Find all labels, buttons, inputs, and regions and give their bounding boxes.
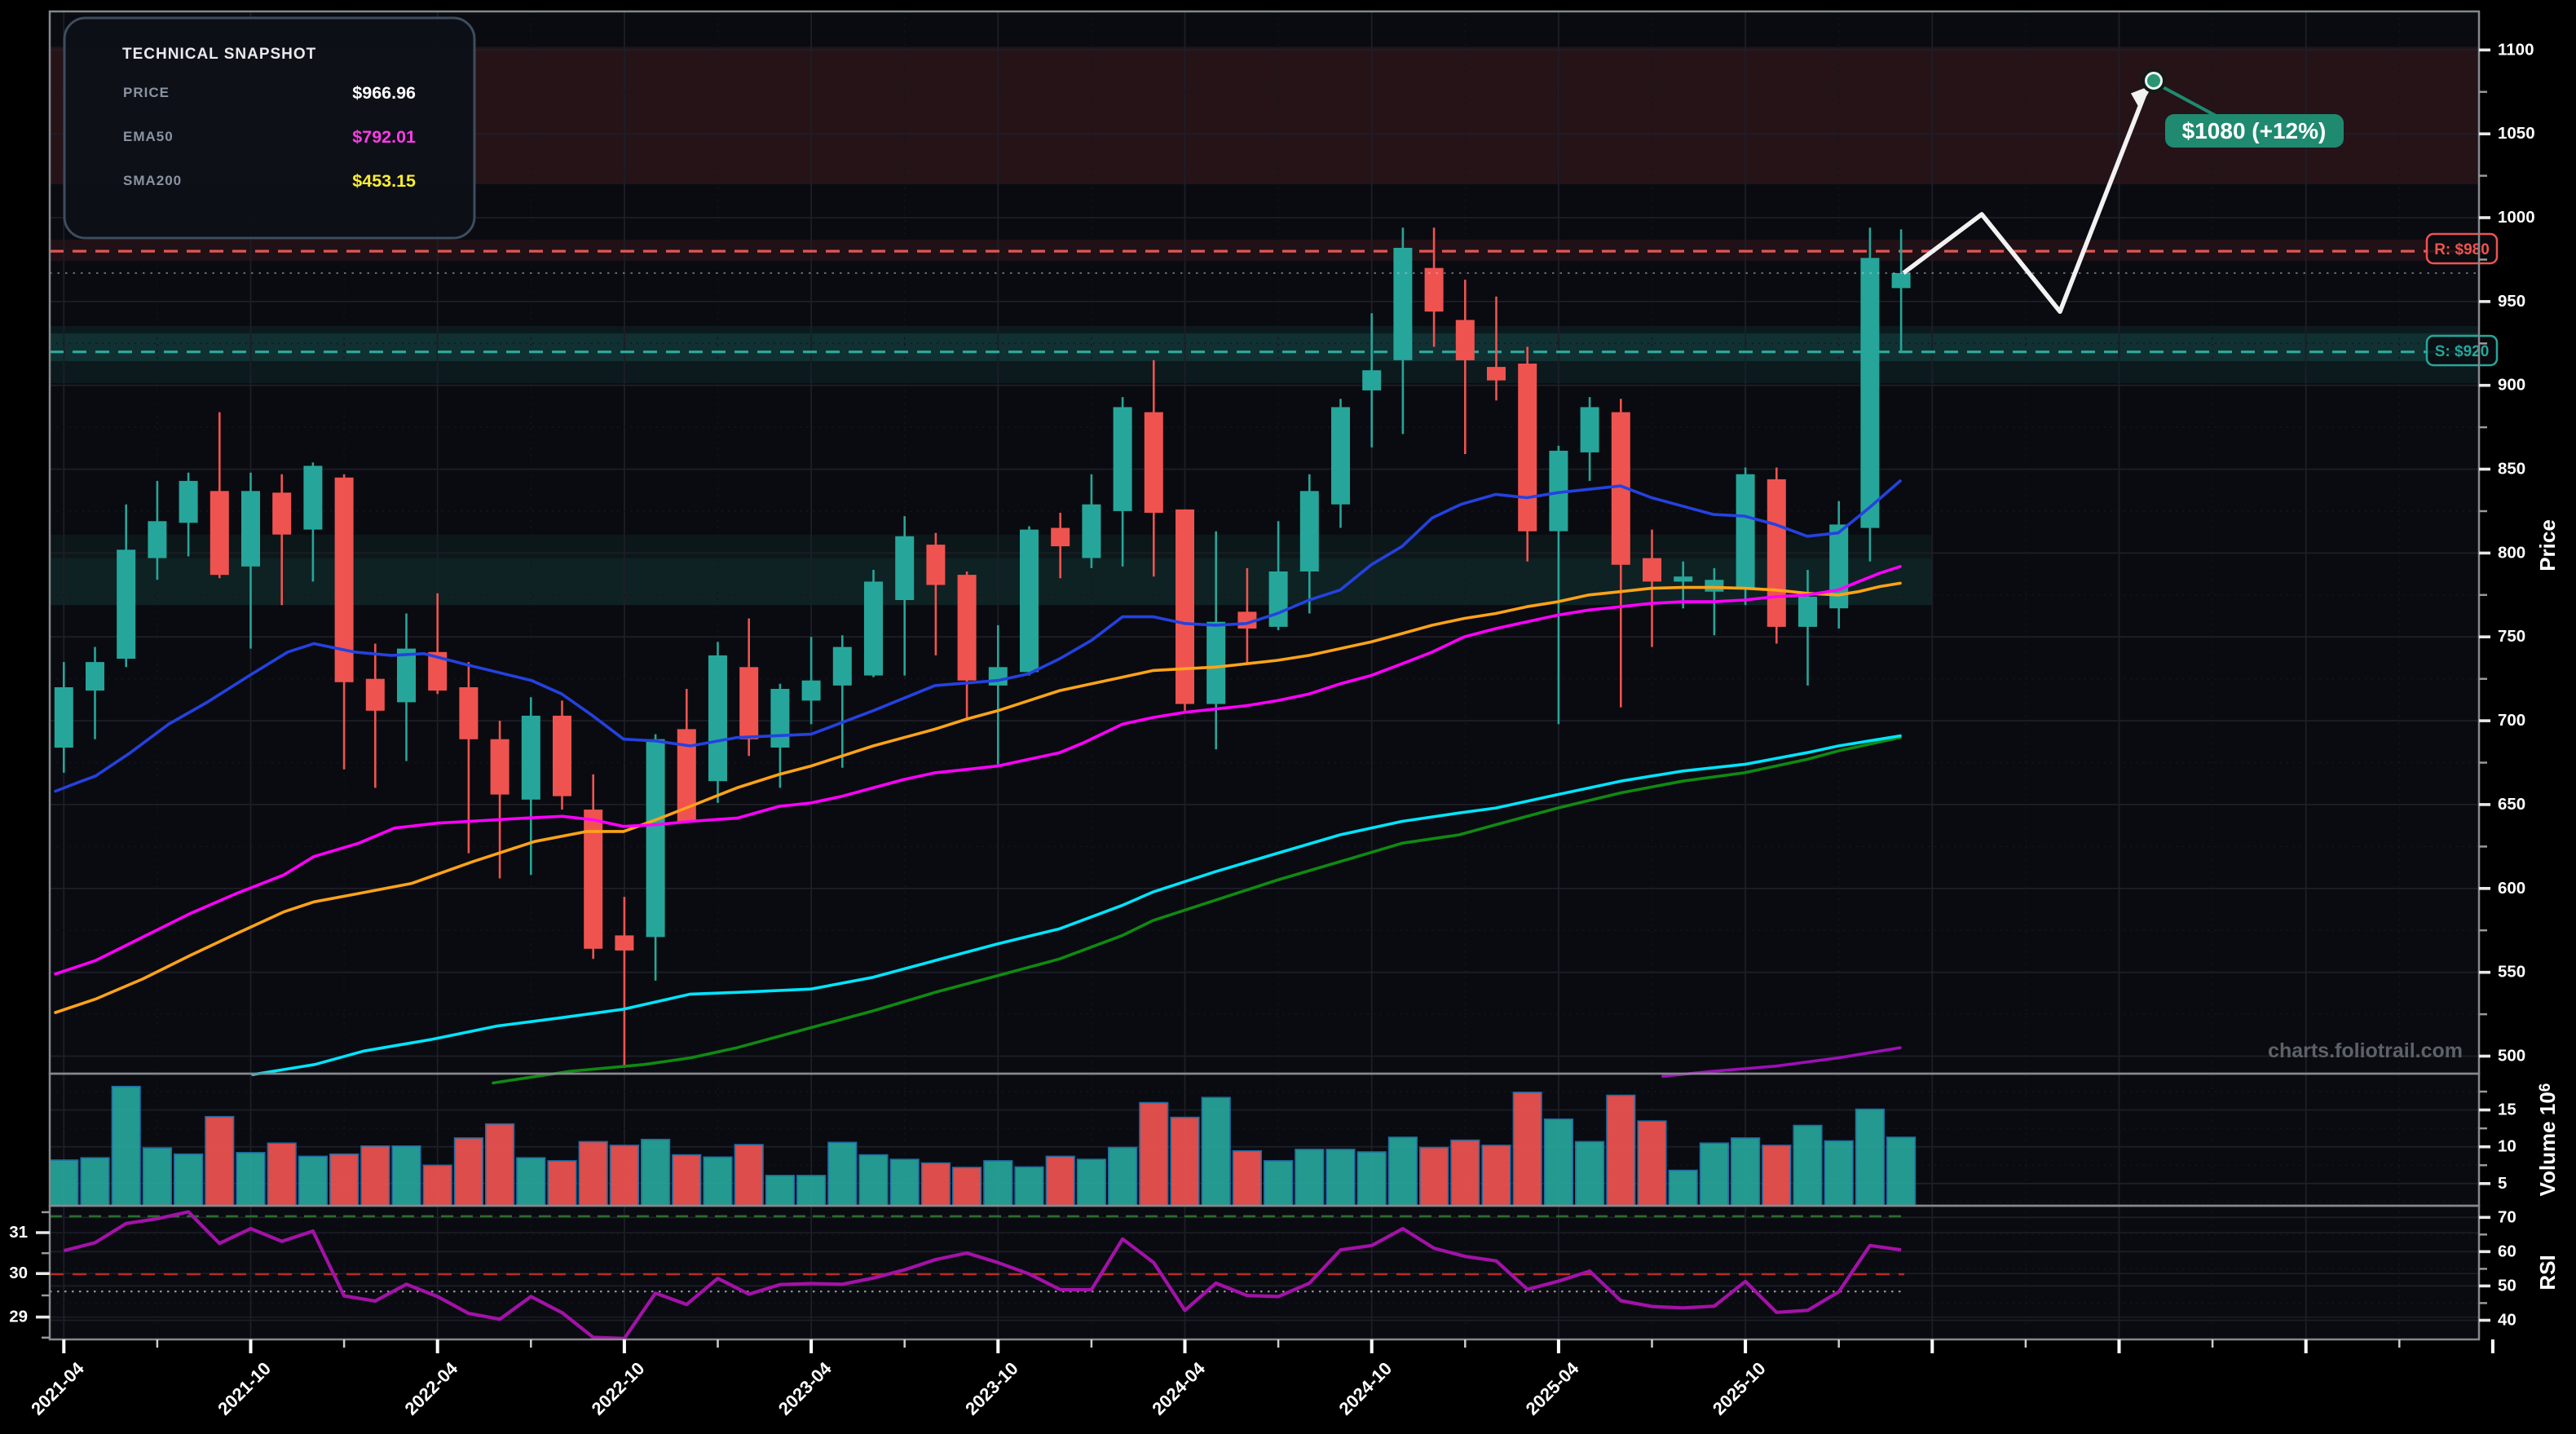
svg-text:700: 700 [2498, 711, 2525, 730]
svg-text:50: 50 [2498, 1276, 2516, 1295]
svg-text:650: 650 [2498, 795, 2525, 814]
svg-text:$792.01: $792.01 [352, 127, 416, 147]
svg-text:550: 550 [2498, 963, 2525, 982]
svg-text:600: 600 [2498, 879, 2525, 898]
svg-text:Price: Price [2535, 519, 2560, 571]
svg-text:EMA50: EMA50 [123, 129, 174, 144]
svg-text:RSI: RSI [2535, 1255, 2560, 1290]
svg-text:Volume 106: Volume 106 [2535, 1083, 2560, 1197]
svg-text:S: $920: S: $920 [2435, 343, 2490, 360]
svg-text:900: 900 [2498, 376, 2525, 395]
svg-text:850: 850 [2498, 460, 2525, 479]
svg-text:950: 950 [2498, 292, 2525, 311]
svg-text:15: 15 [2498, 1101, 2516, 1119]
svg-text:$966.96: $966.96 [352, 83, 416, 103]
svg-text:PRICE: PRICE [123, 85, 170, 100]
svg-text:5: 5 [2498, 1174, 2507, 1193]
svg-text:R: $980: R: $980 [2434, 241, 2490, 258]
svg-text:10: 10 [2498, 1137, 2516, 1156]
svg-text:1100: 1100 [2498, 40, 2534, 59]
svg-text:$1080 (+12%): $1080 (+12%) [2182, 118, 2327, 143]
svg-text:60: 60 [2498, 1242, 2516, 1260]
svg-text:1050: 1050 [2498, 124, 2535, 143]
svg-text:SMA200: SMA200 [123, 173, 182, 188]
svg-text:70: 70 [2498, 1207, 2516, 1226]
svg-text:500: 500 [2498, 1047, 2525, 1066]
svg-text:800: 800 [2498, 543, 2525, 562]
svg-text:29: 29 [9, 1308, 28, 1326]
svg-text:$453.15: $453.15 [352, 171, 416, 191]
svg-text:750: 750 [2498, 627, 2525, 646]
svg-text:31: 31 [9, 1223, 28, 1242]
svg-text:1000: 1000 [2498, 208, 2535, 227]
svg-text:30: 30 [9, 1264, 28, 1282]
svg-text:charts.foliotrail.com: charts.foliotrail.com [2268, 1039, 2463, 1062]
svg-text:TECHNICAL SNAPSHOT: TECHNICAL SNAPSHOT [122, 46, 316, 63]
svg-text:40: 40 [2498, 1311, 2516, 1330]
